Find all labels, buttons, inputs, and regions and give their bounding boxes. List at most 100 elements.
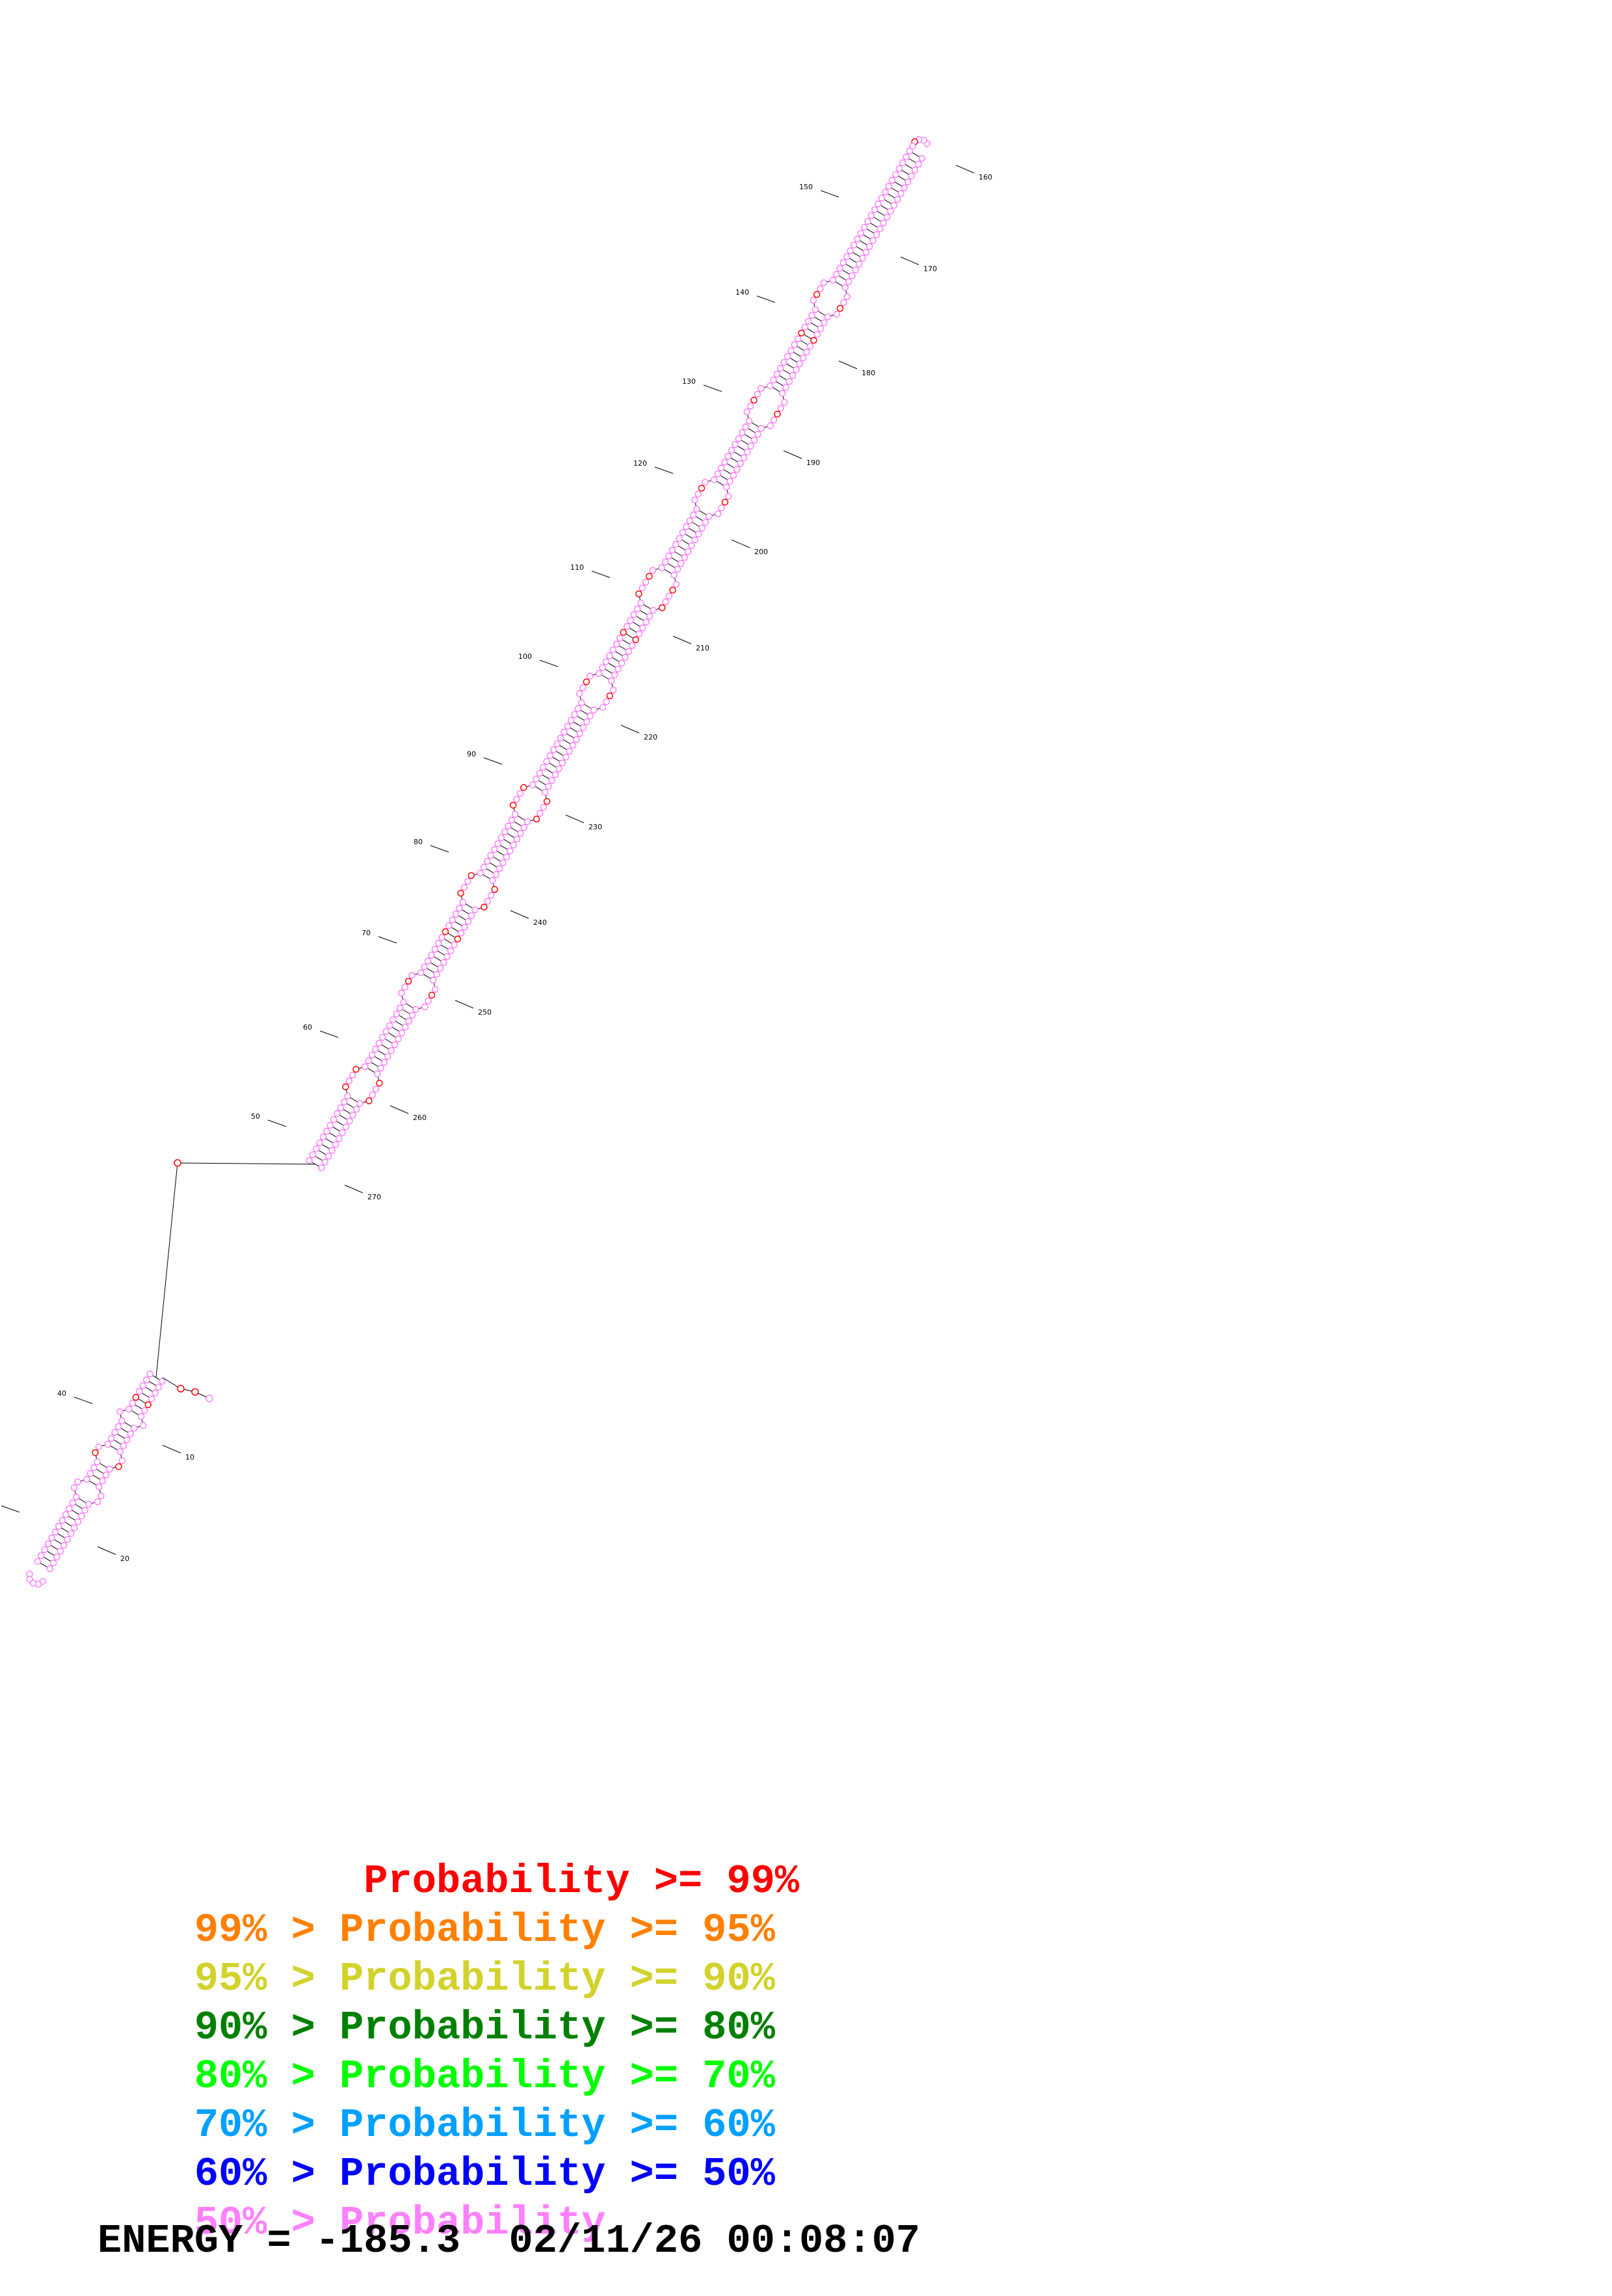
nucleotide xyxy=(433,970,440,978)
nucleotide xyxy=(142,1376,150,1383)
legend-row-prefix: 80% > xyxy=(194,2053,340,2100)
nucleotide xyxy=(116,1408,124,1415)
nucleotide xyxy=(694,490,702,498)
legend-row-text: Probability >= 70% xyxy=(339,2053,775,2100)
nucleotide xyxy=(503,853,510,861)
nucleotide xyxy=(877,225,884,233)
position-label: 150 xyxy=(799,183,813,191)
nucleotide xyxy=(885,183,892,190)
legend-row-p70: 80% > Probability >= 70% xyxy=(98,2003,775,2150)
nucleotide xyxy=(499,859,507,866)
nucleotide xyxy=(69,1499,77,1506)
nucleotide xyxy=(533,775,540,783)
nucleotide xyxy=(132,1394,140,1401)
nucleotide xyxy=(324,1153,332,1160)
nucleotide xyxy=(918,155,926,162)
nucleotide xyxy=(793,366,800,373)
nucleotide xyxy=(710,476,718,483)
nucleotide xyxy=(431,946,439,953)
nucleotide xyxy=(72,1493,80,1501)
linker-nucleotide xyxy=(174,1159,181,1167)
legend-row-p99: Probability >= 99% xyxy=(98,1808,799,1955)
nucleotide xyxy=(806,343,814,350)
nucleotide xyxy=(83,1476,90,1483)
nucleotide xyxy=(74,1518,82,1526)
nucleotide xyxy=(627,617,634,624)
nucleotide xyxy=(691,496,698,503)
nucleotide xyxy=(801,323,809,331)
nucleotide xyxy=(561,728,568,736)
nucleotide xyxy=(862,248,870,256)
nucleotide xyxy=(817,285,824,292)
nucleotide xyxy=(569,741,577,749)
nucleotide xyxy=(726,477,733,485)
nucleotide xyxy=(432,985,439,993)
nucleotide xyxy=(880,219,887,226)
position-tick xyxy=(267,1119,287,1127)
nucleotide xyxy=(129,1400,136,1407)
position-tick xyxy=(344,1184,363,1194)
position-tick xyxy=(838,360,858,369)
nucleotide xyxy=(328,1147,336,1154)
nucleotide xyxy=(579,684,587,691)
nucleotide xyxy=(445,922,453,929)
nucleotide xyxy=(817,325,825,332)
nucleotide xyxy=(843,293,851,300)
position-label: 270 xyxy=(367,1193,381,1201)
position-label: 80 xyxy=(414,838,423,846)
nucleotide xyxy=(53,1553,60,1561)
nucleotide xyxy=(676,535,683,542)
nucleotide xyxy=(613,641,620,648)
nucleotide xyxy=(735,435,743,442)
nucleotide xyxy=(867,212,875,219)
nucleotide xyxy=(330,1115,337,1123)
nucleotide xyxy=(62,1511,70,1518)
nucleotide xyxy=(812,306,819,314)
nucleotide xyxy=(659,604,666,611)
nucleotide xyxy=(776,364,784,372)
nucleotide xyxy=(665,593,673,600)
nucleotide xyxy=(398,1029,406,1037)
nucleotide xyxy=(536,769,544,777)
nucleotide xyxy=(539,764,547,771)
nucleotide xyxy=(356,1100,363,1107)
nucleotide xyxy=(417,969,425,976)
nucleotide xyxy=(454,935,462,942)
nucleotide xyxy=(849,272,856,280)
position-tick xyxy=(390,1105,409,1114)
nucleotide xyxy=(740,454,748,461)
tail-nucleotide xyxy=(177,1385,185,1393)
legend-row-prefix: 60% > xyxy=(194,2151,340,2197)
nucleotide xyxy=(148,1395,155,1402)
nucleotide xyxy=(668,546,676,554)
nucleotide xyxy=(650,607,657,614)
nucleotide xyxy=(767,422,774,429)
nucleotide xyxy=(480,863,488,871)
nucleotide xyxy=(548,777,555,784)
nucleotide xyxy=(784,353,791,360)
nucleotide xyxy=(332,1141,339,1148)
nucleotide xyxy=(404,978,412,985)
nucleotide xyxy=(883,213,891,220)
nucleotide xyxy=(368,1051,376,1059)
legend-row-plt50: 50% > Probability xyxy=(98,2150,606,2296)
position-label: 190 xyxy=(806,459,820,467)
nucleotide xyxy=(778,390,786,397)
position-label: 140 xyxy=(735,288,749,297)
position-label: 40 xyxy=(57,1389,66,1398)
position-tick xyxy=(483,757,503,765)
position-label: 10 xyxy=(185,1453,194,1462)
position-label: 20 xyxy=(120,1555,129,1563)
nucleotide xyxy=(590,706,598,714)
nucleotide xyxy=(461,924,468,931)
nucleotide xyxy=(334,1110,341,1117)
nucleotide xyxy=(390,1016,397,1024)
nucleotide xyxy=(620,628,627,636)
nucleotide xyxy=(774,410,781,418)
nucleotide xyxy=(491,886,498,893)
nucleotide xyxy=(702,518,709,526)
nucleotide xyxy=(555,765,562,773)
nucleotide xyxy=(401,983,408,991)
nucleotide xyxy=(721,498,729,506)
nucleotide xyxy=(92,1449,99,1456)
